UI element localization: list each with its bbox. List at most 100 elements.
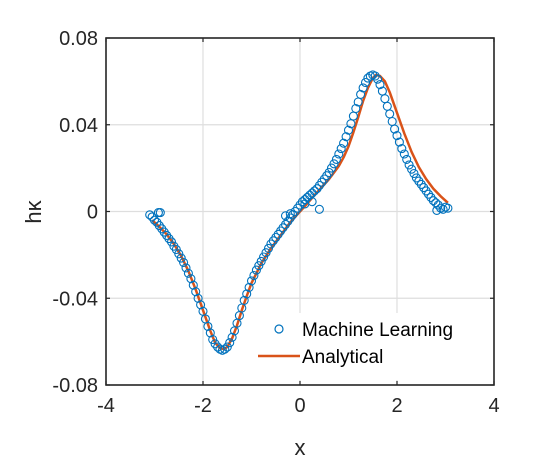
ml-data-point [155,208,165,218]
ml-data-point [263,243,274,253]
ml-data-point [196,300,206,310]
x-tick-label: -2 [194,395,212,417]
ml-data-point [220,344,230,354]
ml-data-point [285,209,295,219]
y-tick-label: -0.08 [52,375,98,397]
ml-data-point [208,334,218,345]
ml-data-point [191,287,201,297]
ml-data-point [336,144,346,154]
y-axis-label: hκ [21,199,46,223]
ml-data-point [416,179,426,189]
ml-data-point [271,232,281,243]
ml-data-point [285,213,295,223]
ml-data-point [171,244,181,255]
y-tick-label: 0 [87,202,98,224]
ml-data-point [254,261,264,271]
legend-machine-learning-label: Machine Learning [302,320,453,341]
ml-data-point [193,293,203,303]
ml-data-point [249,270,259,281]
ml-data-point [411,173,421,183]
ml-data-point [149,215,160,225]
ml-data-point [399,149,409,159]
ml-data-point [244,282,254,292]
ml-data-point [188,280,198,290]
ml-data-point [162,230,172,240]
ml-data-point [251,265,261,275]
ml-data-point [183,268,193,278]
y-tick-label: -0.04 [52,288,98,310]
ml-data-point [331,154,341,164]
ml-data-point [438,204,448,214]
ml-data-point [392,131,402,141]
ml-data-point [373,74,383,84]
ml-data-point [402,154,412,164]
ml-data-point [205,328,215,338]
ml-data-point [432,205,442,215]
ml-data-point [407,164,417,174]
ml-data-point [360,77,371,88]
ml-data-point [443,203,453,213]
ml-data-point [339,138,349,148]
y-tick-label: 0.04 [59,115,98,137]
ml-data-point [246,276,257,286]
ml-data-point [409,168,419,179]
ml-data-point [351,103,361,114]
ml-data-point [181,263,191,273]
ml-data-point [341,132,351,142]
ml-data-point [176,253,186,263]
ml-data-point [222,342,232,352]
legend-machine-learning-marker [274,324,284,334]
x-tick-label: 0 [294,395,305,417]
y-tick-label: 0.08 [59,28,98,50]
ml-data-point [203,321,213,331]
ml-data-point [166,237,177,247]
ml-data-point [390,124,400,134]
x-axis-label: x [295,435,306,460]
ml-data-point [394,137,404,147]
ml-data-point [307,197,317,207]
ml-data-point [154,221,164,231]
ml-data-point [225,338,235,348]
ml-data-point [256,256,266,266]
ml-data-point [314,204,324,214]
ml-data-point [309,186,320,196]
ml-data-point [227,332,237,342]
ml-data-point [179,257,189,268]
ml-data-point [343,125,354,135]
ml-data-point [404,160,414,170]
legend-analytical-label: Analytical [302,347,383,368]
ml-data-point [397,144,407,154]
ml-data-point [210,339,220,349]
ml-data-point [375,80,385,90]
ml-data-point [276,226,286,236]
ml-data-point [326,163,337,173]
ml-data-point [358,83,368,93]
legend: Machine Learning Analytical [254,313,490,380]
ml-data-point [370,71,380,81]
ml-data-point [259,252,269,262]
ml-data-point [317,177,327,187]
ml-data-point [242,289,252,299]
ml-data-point [293,203,303,213]
x-tick-labels: -4 -2 0 2 4 [97,395,499,417]
ml-data-point [266,239,276,249]
ml-data-point [322,171,332,181]
y-tick-labels: -0.08 -0.04 0 0.04 0.08 [52,28,98,397]
ml-data-point [261,248,271,258]
ml-data-point [280,211,291,221]
ml-data-point [329,159,339,169]
ml-data-point [423,189,434,199]
ml-data-point [334,149,344,159]
ml-data-point [239,295,249,305]
x-tick-label: 4 [488,395,499,417]
x-tick-label: -4 [97,395,115,417]
ml-data-point [174,249,184,259]
machine-learning-series [145,70,453,355]
ml-data-point [145,210,155,220]
ml-data-point [324,167,334,178]
axis-ticks [105,37,495,386]
ml-data-point [312,184,322,194]
ml-data-point [186,274,196,284]
legend-box [254,313,490,380]
